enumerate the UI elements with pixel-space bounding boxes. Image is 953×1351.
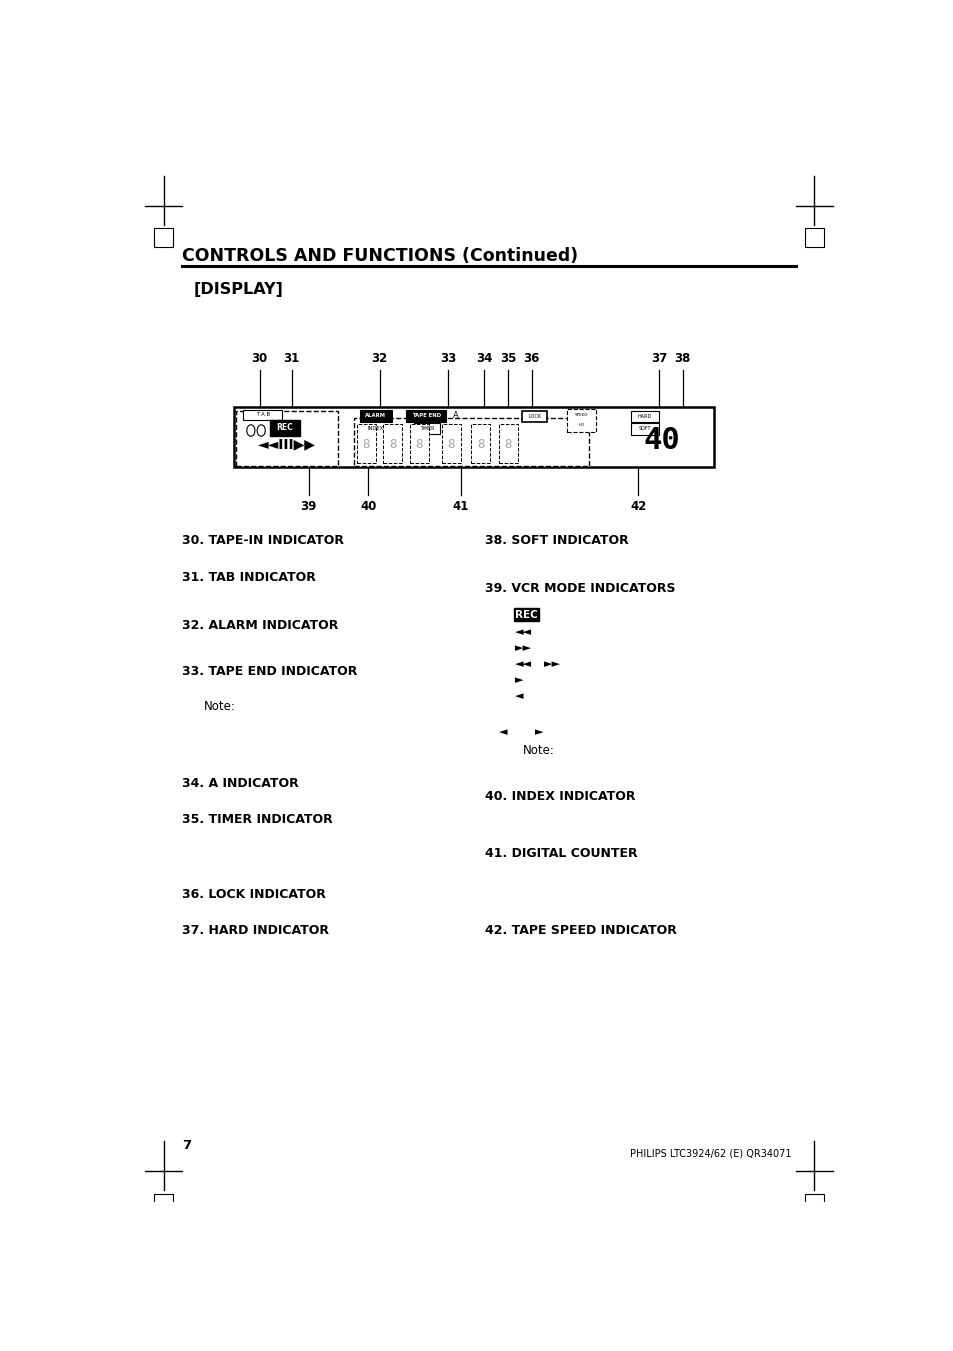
Text: ►►: ►► (515, 643, 531, 653)
Text: ALARM: ALARM (365, 413, 386, 419)
Text: ◄: ◄ (498, 727, 507, 738)
Text: 31: 31 (283, 353, 299, 365)
Text: ►: ► (515, 676, 523, 685)
Bar (804, 228, 822, 247)
Bar (406, 409, 446, 422)
Text: 38. SOFT INDICATOR: 38. SOFT INDICATOR (485, 534, 628, 547)
Text: ◄◄III▶▶: ◄◄III▶▶ (258, 436, 315, 451)
Bar (235, 411, 337, 466)
Text: 32: 32 (371, 353, 387, 365)
Text: 35: 35 (499, 353, 516, 365)
Bar (270, 420, 299, 436)
Text: PHILIPS LTC3924/62 (E) QR34071: PHILIPS LTC3924/62 (E) QR34071 (629, 1148, 791, 1159)
Text: 40: 40 (643, 427, 679, 455)
Text: [DISPLAY]: [DISPLAY] (193, 281, 283, 296)
Text: ◄: ◄ (515, 690, 523, 701)
Text: 42: 42 (629, 500, 646, 513)
Text: 39: 39 (300, 500, 316, 513)
Text: 8: 8 (362, 438, 370, 450)
Bar (630, 411, 659, 422)
Text: REC: REC (276, 423, 293, 432)
Text: 42. TAPE SPEED INDICATOR: 42. TAPE SPEED INDICATOR (485, 924, 677, 938)
Text: 8: 8 (504, 438, 512, 450)
Bar (804, 1194, 822, 1212)
Text: 8: 8 (416, 438, 423, 450)
Text: 31. TAB INDICATOR: 31. TAB INDICATOR (182, 570, 315, 584)
Bar (359, 409, 392, 422)
Bar (410, 424, 429, 463)
Text: 33: 33 (439, 353, 456, 365)
Text: 30. TAPE-IN INDICATOR: 30. TAPE-IN INDICATOR (182, 534, 344, 547)
Text: 32. ALARM INDICATOR: 32. ALARM INDICATOR (182, 619, 338, 631)
Bar (521, 411, 547, 422)
Text: ◄◄: ◄◄ (515, 659, 531, 670)
Text: TAPE END: TAPE END (411, 413, 440, 419)
Text: Note:: Note: (204, 700, 236, 713)
Text: 8: 8 (476, 438, 484, 450)
Bar (413, 423, 439, 434)
Text: 38: 38 (674, 353, 690, 365)
Text: 39. VCR MODE INDICATORS: 39. VCR MODE INDICATORS (485, 582, 675, 596)
Text: 36: 36 (523, 353, 539, 365)
Bar (154, 228, 172, 247)
Text: 36. LOCK INDICATOR: 36. LOCK INDICATOR (182, 888, 326, 901)
Text: 34. A INDICATOR: 34. A INDICATOR (182, 777, 298, 790)
Bar (243, 409, 282, 420)
Text: ◄◄: ◄◄ (515, 627, 531, 638)
Text: SPEED: SPEED (574, 413, 587, 417)
Text: ►►: ►► (544, 659, 560, 670)
Bar (471, 424, 490, 463)
Text: LOCK: LOCK (528, 413, 540, 419)
Text: HARD: HARD (638, 413, 651, 419)
Bar (498, 424, 517, 463)
Bar (354, 417, 589, 466)
Text: 40. INDEX INDICATOR: 40. INDEX INDICATOR (485, 790, 635, 804)
Text: TIMER: TIMER (419, 426, 434, 431)
Text: A: A (453, 412, 458, 420)
Text: INDEX: INDEX (367, 426, 383, 431)
Bar (154, 1194, 172, 1212)
Text: T A B: T A B (255, 412, 270, 417)
Text: REC: REC (515, 609, 537, 620)
Text: SOFT: SOFT (638, 427, 651, 431)
Text: 34: 34 (476, 353, 492, 365)
Text: CONTROLS AND FUNCTIONS (Continued): CONTROLS AND FUNCTIONS (Continued) (182, 247, 578, 265)
Text: HD: HD (578, 423, 584, 427)
Text: 7: 7 (182, 1139, 191, 1151)
Bar (630, 423, 659, 435)
Text: 35. TIMER INDICATOR: 35. TIMER INDICATOR (182, 813, 333, 825)
Bar (566, 408, 596, 431)
Text: 30: 30 (252, 353, 268, 365)
Text: Note:: Note: (522, 744, 555, 758)
Text: 41. DIGITAL COUNTER: 41. DIGITAL COUNTER (485, 847, 638, 861)
Text: 8: 8 (447, 438, 455, 450)
Text: 41: 41 (452, 500, 469, 513)
Bar (233, 407, 714, 467)
Text: ►: ► (535, 727, 542, 738)
Bar (441, 424, 460, 463)
Text: 33. TAPE END INDICATOR: 33. TAPE END INDICATOR (182, 665, 357, 678)
Text: 37. HARD INDICATOR: 37. HARD INDICATOR (182, 924, 329, 938)
Text: 8: 8 (389, 438, 396, 450)
Bar (383, 424, 402, 463)
Text: 37: 37 (650, 353, 666, 365)
Bar (356, 424, 375, 463)
Text: 40: 40 (360, 500, 376, 513)
